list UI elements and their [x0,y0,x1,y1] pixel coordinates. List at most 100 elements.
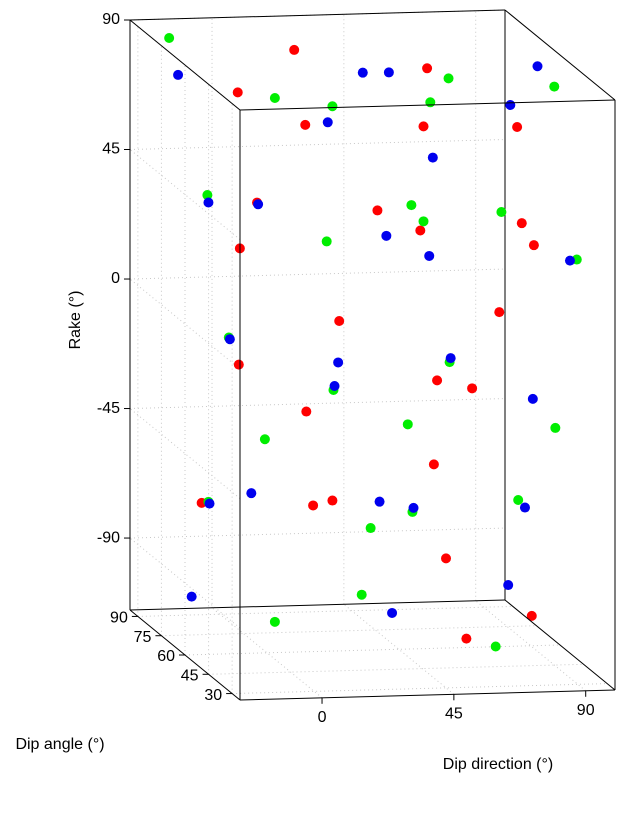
grid-line [129,398,506,410]
point [425,97,436,108]
box-edge [129,9,506,21]
box-edge [239,99,616,111]
point [496,206,507,217]
point [422,63,433,74]
box-edge [129,599,506,611]
y-tick-label: 60 [157,648,175,665]
point [550,422,561,433]
point [564,255,575,266]
point [333,357,344,368]
box-edge [504,9,616,101]
point [432,375,443,386]
point [467,383,478,394]
z-tick-label: -90 [97,529,120,546]
point [428,459,439,470]
point [490,641,501,652]
point [246,488,257,499]
point [356,589,367,600]
grid-line [208,663,584,675]
x-axis-label: Dip direction (°) [443,756,553,773]
point [321,236,332,247]
grid-line [211,607,323,699]
point [461,633,472,644]
x-tick-label: 90 [577,702,595,719]
point [427,152,438,163]
point [173,69,184,80]
point [202,190,213,201]
point [505,100,516,111]
point [269,93,280,104]
grid-line [137,605,513,617]
point [357,67,368,78]
point [418,216,429,227]
grid-line [129,268,506,280]
point [513,494,524,505]
box-edge [239,689,616,701]
point [383,67,394,78]
point [519,502,530,513]
point [365,523,376,534]
point [233,359,244,370]
point [186,591,197,602]
point [402,419,413,430]
y-tick-label: 75 [134,629,152,646]
point [374,496,385,507]
z-axis-label: Rake (°) [67,291,84,350]
y-axis-label: Dip angle (°) [15,736,104,753]
box-edge [504,599,616,691]
point [512,121,523,132]
grid-line [129,278,241,370]
point [528,240,539,251]
point [418,121,429,132]
point [300,119,311,130]
box-edge [129,19,241,111]
point [381,230,392,241]
point [372,205,383,216]
point [327,101,338,112]
point [549,81,560,92]
y-tick-label: 90 [110,610,128,627]
point [415,225,426,236]
grid-line [129,139,506,151]
point [301,406,312,417]
point [441,553,452,564]
z-tick-label: 0 [111,270,120,287]
grid-line [161,625,537,637]
point [408,502,419,513]
point [445,353,456,364]
z-tick-label: 90 [102,11,120,28]
point [289,44,300,55]
y-tick-label: 45 [181,668,199,685]
point [322,117,333,128]
point [259,434,270,445]
y-tick-label: 30 [204,687,222,704]
point [424,250,435,261]
point [308,500,319,511]
point [387,607,398,618]
point [503,580,514,591]
point [527,393,538,404]
point [494,307,505,318]
point [224,334,235,345]
point [406,200,417,211]
x-tick-label: 0 [318,709,327,726]
grid-line [184,644,561,656]
point [253,199,264,210]
point [269,616,280,627]
z-tick-label: -45 [97,400,120,417]
point [232,87,243,98]
x-tick-label: 45 [445,706,463,723]
grid-line [129,527,506,539]
point [443,73,454,84]
point [329,380,340,391]
point [516,218,527,229]
z-tick-label: 45 [102,141,120,158]
grid-line [232,683,608,695]
grid-line [343,603,455,695]
point [532,61,543,72]
point [526,610,537,621]
point [164,32,175,43]
point [334,316,345,327]
point [204,498,215,509]
